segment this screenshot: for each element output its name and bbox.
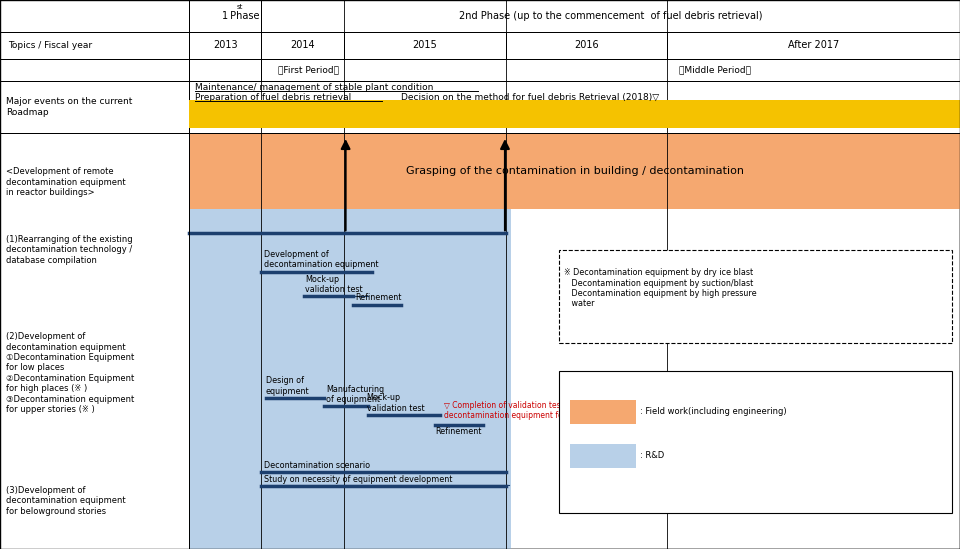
Bar [559,250,952,343]
Text: Manufacturing
of equipment: Manufacturing of equipment [326,385,385,404]
Bar [0,59,189,81]
Text: : R&D: : R&D [640,451,664,460]
Bar [570,444,636,468]
Text: Mock-up
validation test: Mock-up validation test [305,275,363,294]
Bar [189,32,261,59]
Text: Design of
equipment: Design of equipment [266,377,309,396]
Bar [189,59,261,81]
Text: （Middle Period）: （Middle Period） [679,65,751,74]
Text: Major events on the current
Roadmap: Major events on the current Roadmap [6,97,132,117]
Bar [344,32,506,59]
Text: Decision on the method for fuel debris Retrieval (2018)▽: Decision on the method for fuel debris R… [401,93,660,102]
Text: 2013: 2013 [213,40,237,51]
Text: 2016: 2016 [574,40,599,51]
Text: (3)Development of
decontamination equipment
for belowground stories: (3)Development of decontamination equipm… [6,486,126,516]
Bar [667,32,960,59]
Text: Decontamination scenario: Decontamination scenario [264,461,371,470]
Bar [0,32,189,59]
Text: Preparation of fuel debris retrieval: Preparation of fuel debris retrieval [195,93,351,102]
Text: Mock-up
validation test: Mock-up validation test [367,394,424,413]
Text: <Development of remote
decontamination equipment
in reactor buildings>: <Development of remote decontamination e… [6,167,126,197]
Text: Grasping of the contamination in building / decontamination: Grasping of the contamination in buildin… [405,166,744,176]
Bar [506,32,667,59]
Text: Study on necessity of equipment development: Study on necessity of equipment developm… [264,475,452,484]
Text: 2014: 2014 [290,40,315,51]
Text: ※ Decontamination equipment by dry ice blast
   Decontamination equipment by suc: ※ Decontamination equipment by dry ice b… [564,268,757,309]
Text: Development of
decontamination equipment: Development of decontamination equipment [264,250,378,269]
Bar [189,133,960,549]
Bar [261,0,960,32]
Text: After 2017: After 2017 [788,40,839,51]
Text: 1: 1 [222,11,228,21]
Text: Phase: Phase [228,11,259,21]
Bar [570,400,636,424]
Bar [189,133,960,209]
Text: : Field work(including engineering): : Field work(including engineering) [640,407,787,416]
Bar [189,111,960,128]
Text: 2015: 2015 [413,40,437,51]
Text: Refinement: Refinement [355,294,401,302]
Bar [189,209,511,549]
Text: （First Period）: （First Period） [278,65,340,74]
Bar [189,81,960,133]
Text: (2)Development of
decontamination equipment
①Decontamination Equipment
for low p: (2)Development of decontamination equipm… [6,332,134,414]
Bar [559,371,952,513]
Bar [189,100,960,116]
Text: 2nd Phase (up to the commencement  of fuel debris retrieval): 2nd Phase (up to the commencement of fue… [459,11,762,21]
Bar [0,81,189,133]
Bar [261,32,344,59]
Text: ▽ Completion of validation test of
decontamination equipment for upper stories: ▽ Completion of validation test of decon… [444,401,619,421]
Bar [261,59,960,81]
Text: Maintenance/ management of stable plant condition: Maintenance/ management of stable plant … [195,83,433,92]
Bar [0,133,189,549]
Text: Refinement: Refinement [435,427,481,436]
Bar [189,0,261,32]
Text: Topics / Fiscal year: Topics / Fiscal year [8,41,92,50]
Bar [0,0,189,32]
Text: (1)Rearranging of the existing
decontamination technology /
database compilation: (1)Rearranging of the existing decontami… [6,235,132,265]
Text: st: st [237,4,243,10]
